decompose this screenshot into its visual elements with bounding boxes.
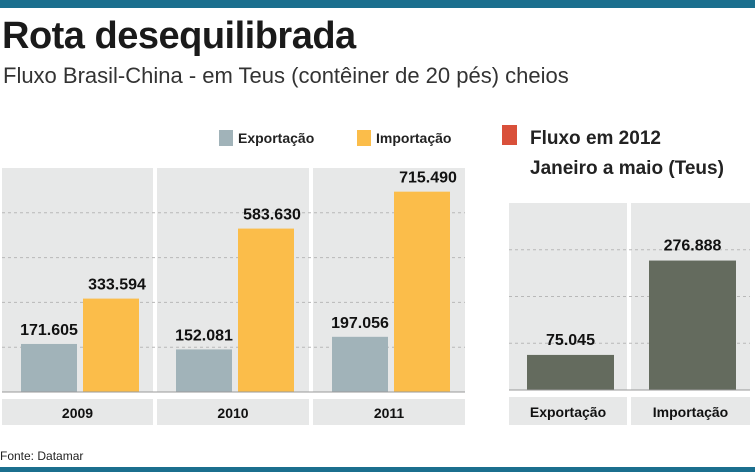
chart1-data-label-importacao-2010: 583.630 bbox=[243, 207, 301, 224]
chart2-subtitle: Janeiro a maio (Teus) bbox=[530, 158, 724, 179]
chart1-category-label-2010: 2010 bbox=[217, 405, 248, 421]
chart-subtitle: Fluxo Brasil-China - em Teus (contêiner … bbox=[3, 63, 569, 88]
legend-swatch-exportacao bbox=[219, 130, 233, 146]
chart2-bar-importacao bbox=[649, 260, 736, 390]
chart1-bar-importacao-2010 bbox=[238, 228, 294, 392]
chart1-bar-exportacao-2011 bbox=[332, 336, 388, 392]
chart1-data-label-importacao-2011: 715.490 bbox=[399, 170, 457, 187]
source-note: Fonte: Datamar bbox=[0, 449, 84, 463]
chart2-data-label-exportacao: 75.045 bbox=[546, 332, 595, 349]
chart2-category-label-exportacao: Exportação bbox=[530, 404, 606, 420]
chart1-data-label-exportacao-2010: 152.081 bbox=[175, 327, 233, 344]
chart2-category-cell-importacao bbox=[631, 397, 750, 425]
chart1-data-label-exportacao-2011: 197.056 bbox=[331, 315, 389, 332]
bottom-accent-bar bbox=[0, 467, 755, 472]
chart1-category-label-2011: 2011 bbox=[374, 405, 405, 421]
chart1-data-label-exportacao-2009: 171.605 bbox=[20, 322, 78, 339]
chart1-category-cell-2010 bbox=[157, 399, 309, 425]
chart1-bar-exportacao-2010 bbox=[176, 349, 232, 392]
chart-title: Rota desequilibrada bbox=[2, 15, 356, 57]
chart1-bar-importacao-2009 bbox=[83, 298, 139, 392]
chart1-category-cell-2009 bbox=[2, 399, 153, 425]
chart1-data-label-importacao-2009: 333.594 bbox=[88, 277, 146, 294]
chart2-bar-exportacao bbox=[527, 354, 614, 390]
legend-swatch-fluxo-2012 bbox=[502, 125, 517, 145]
legend-label-exportacao: Exportação bbox=[238, 130, 314, 146]
legend-swatch-importacao bbox=[357, 130, 371, 146]
chart1-bar-exportacao-2009 bbox=[21, 343, 77, 392]
chart1-category-label-2009: 2009 bbox=[62, 405, 93, 421]
legend-label-importacao: Importação bbox=[376, 130, 451, 146]
top-accent-bar bbox=[0, 0, 755, 8]
chart2-category-cell-exportacao bbox=[509, 397, 627, 425]
chart2-data-label-importacao: 276.888 bbox=[664, 238, 722, 255]
chart2-title: Fluxo em 2012 bbox=[530, 128, 661, 149]
chart2-category-label-importacao: Importação bbox=[653, 404, 728, 420]
chart1-bar-importacao-2011 bbox=[394, 191, 450, 392]
chart1-category-cell-2011 bbox=[313, 399, 465, 425]
